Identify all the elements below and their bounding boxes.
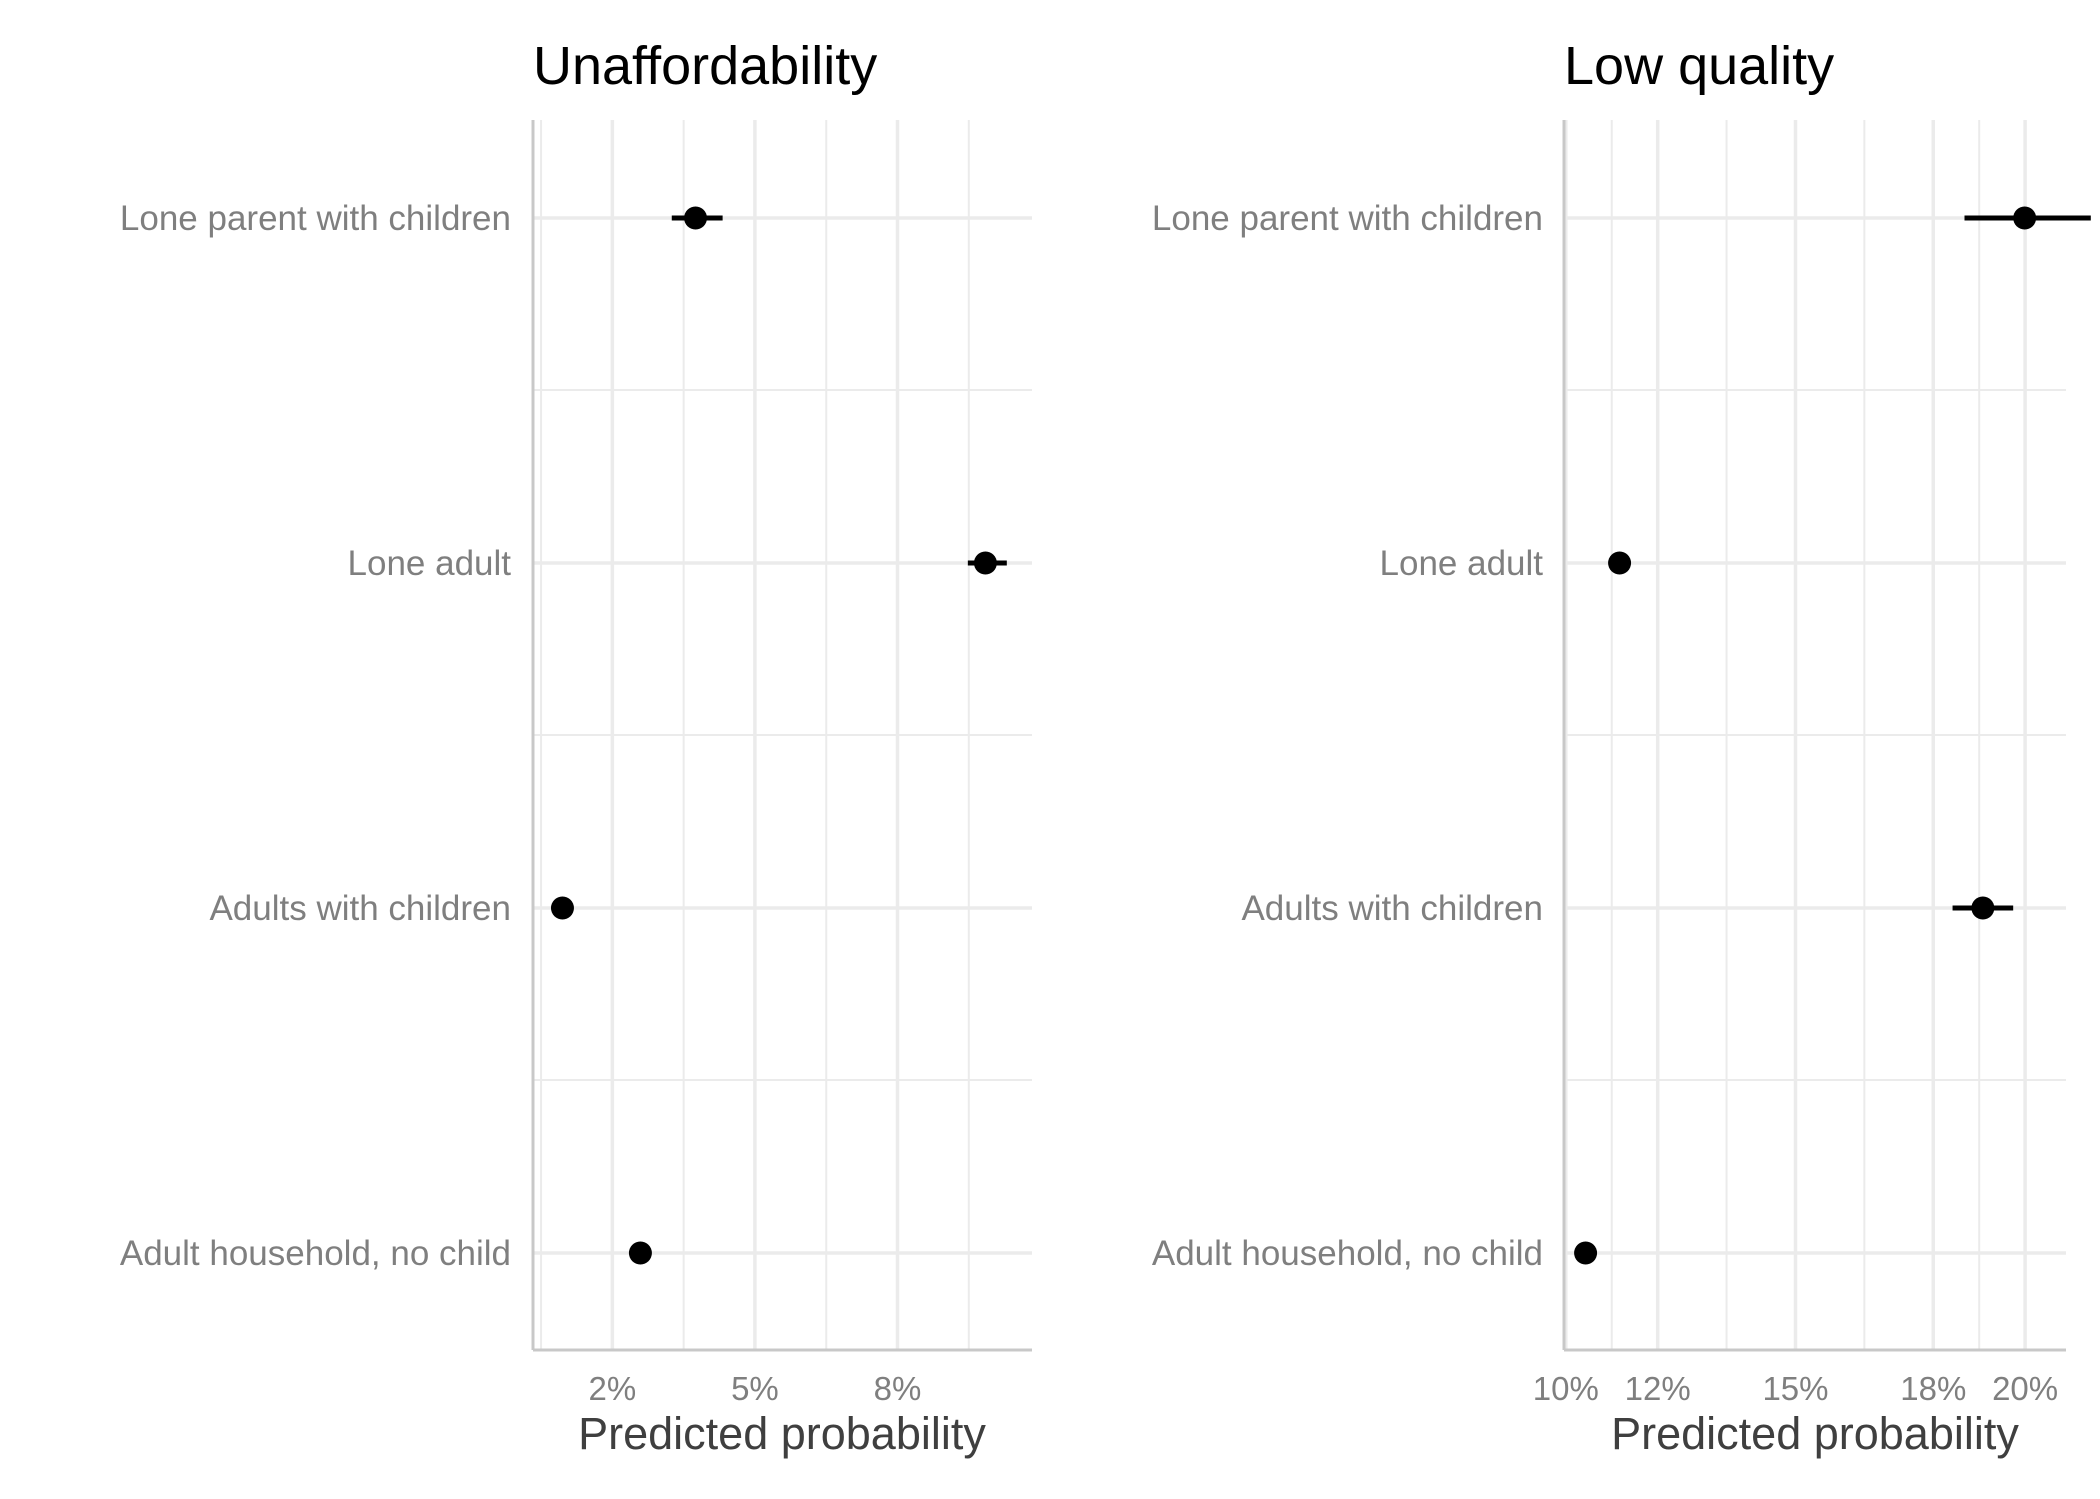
category-label: Lone parent with children — [1152, 199, 1543, 238]
category-label: Adult household, no child — [1152, 1234, 1543, 1273]
x-tick-label: 10% — [1533, 1370, 1599, 1407]
x-tick-label: 18% — [1900, 1370, 1966, 1407]
low-quality-panel: Low quality Predicted probability Lone p… — [1152, 36, 2091, 1459]
data-point — [973, 551, 997, 575]
category-label: Lone adult — [348, 544, 512, 583]
data-point — [684, 206, 708, 230]
category-label: Lone parent with children — [120, 199, 511, 238]
category-label: Adults with children — [1241, 889, 1543, 928]
data-point — [1971, 896, 1995, 920]
category-label: Adults with children — [209, 889, 511, 928]
data-point — [1574, 1241, 1598, 1265]
x-axis-title-unaffordability: Predicted probability — [578, 1408, 986, 1459]
low-quality-gridlines — [1564, 120, 2066, 1350]
data-point — [2013, 206, 2037, 230]
panel-title-low-quality: Low quality — [1564, 36, 1834, 96]
unaffordability-gridlines — [533, 120, 1032, 1350]
x-axis-title-low-quality: Predicted probability — [1611, 1408, 2019, 1459]
x-tick-label: 20% — [1992, 1370, 2058, 1407]
unaffordability-panel: Unaffordability Predicted probability Lo… — [120, 36, 1032, 1459]
x-tick-label: 5% — [731, 1370, 779, 1407]
x-tick-label: 8% — [874, 1370, 922, 1407]
category-label: Lone adult — [1380, 544, 1544, 583]
panel-title-unaffordability: Unaffordability — [533, 36, 877, 96]
data-point — [550, 896, 574, 920]
x-tick-label: 15% — [1762, 1370, 1828, 1407]
data-point — [628, 1241, 652, 1265]
data-point — [1608, 551, 1632, 575]
category-label: Adult household, no child — [120, 1234, 511, 1273]
x-tick-label: 2% — [589, 1370, 637, 1407]
x-tick-label: 12% — [1625, 1370, 1691, 1407]
